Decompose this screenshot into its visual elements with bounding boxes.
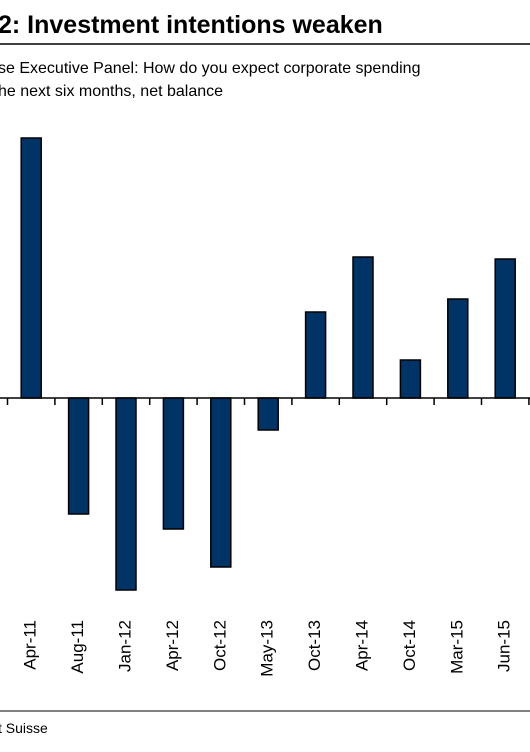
x-tick-label: Apr-12 <box>163 620 182 671</box>
bar <box>304 311 327 399</box>
x-tick-label: May-13 <box>258 620 277 677</box>
subtitle: se Executive Panel: How do you expect co… <box>0 60 420 77</box>
bar <box>352 256 374 399</box>
bar <box>494 258 516 399</box>
x-tick-label: Oct-12 <box>210 620 229 671</box>
bar <box>399 359 422 399</box>
x-tick-label: Jan-12 <box>115 620 134 672</box>
chart-title: 2: Investment intentions weaken <box>0 11 383 39</box>
x-tick-label: Aug-11 <box>68 620 87 674</box>
bar <box>210 397 232 568</box>
bar <box>447 298 469 399</box>
bar <box>115 397 137 591</box>
subtitle: he next six months, net balance <box>0 83 223 100</box>
x-tick-label: Jun-15 <box>495 620 514 672</box>
x-tick-label: Oct-14 <box>400 620 419 671</box>
bar <box>20 137 42 399</box>
bar <box>162 397 185 530</box>
x-tick-label: Oct-13 <box>305 620 324 671</box>
bar <box>257 397 279 431</box>
bar <box>67 397 90 515</box>
x-tick-label: Apr-14 <box>352 620 371 671</box>
source: t Suisse <box>0 720 48 736</box>
x-tick-label: Apr-11 <box>21 620 40 670</box>
x-tick-label: Mar-15 <box>447 620 466 674</box>
